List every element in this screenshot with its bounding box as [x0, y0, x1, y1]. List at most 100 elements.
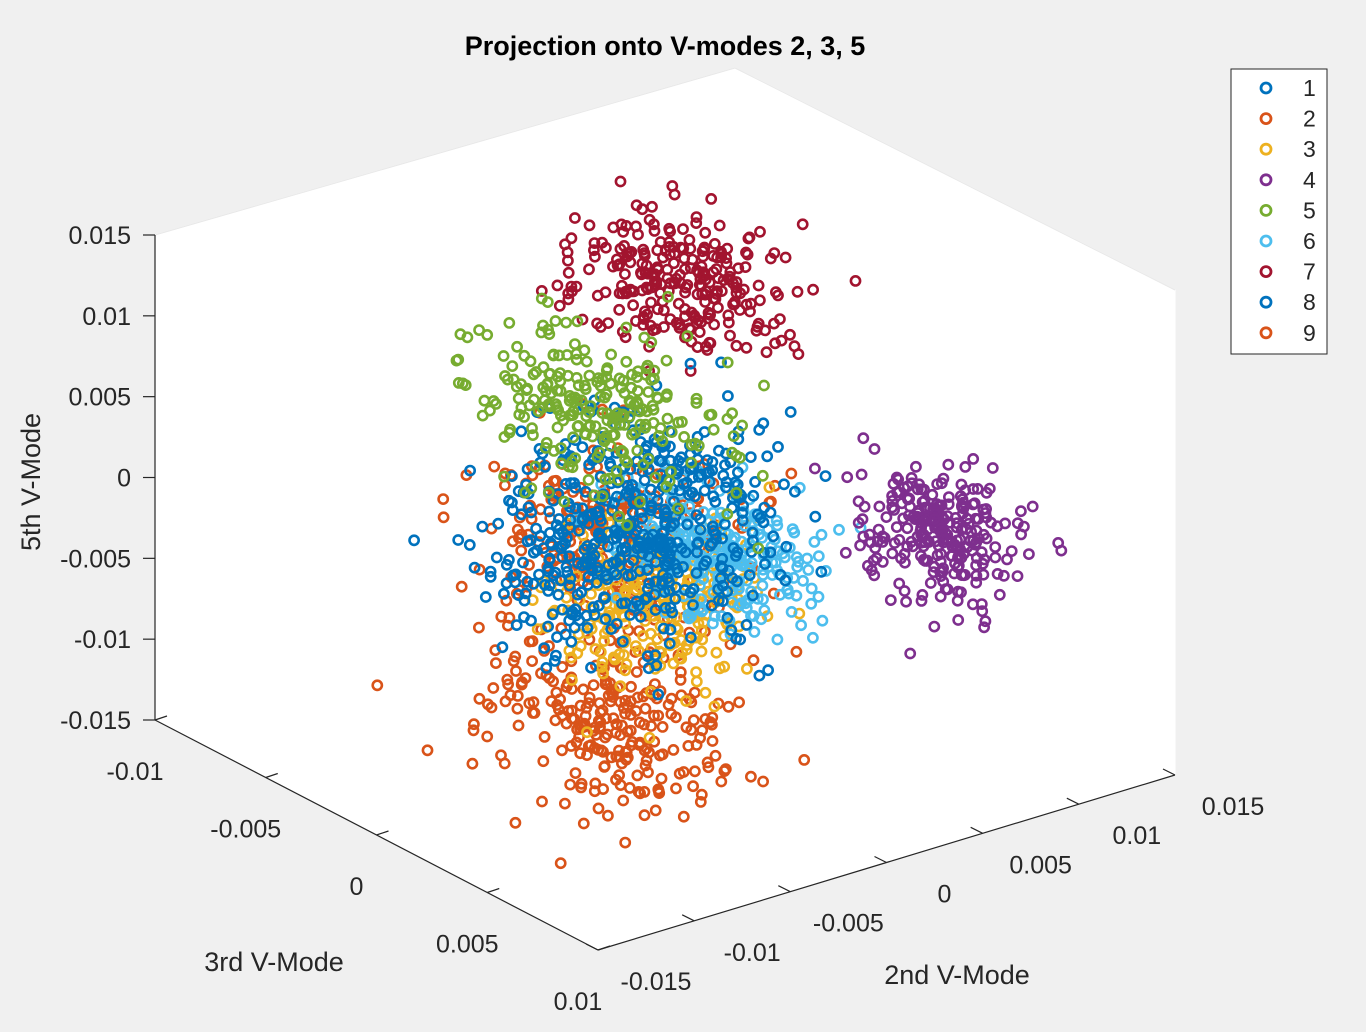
data-point [574, 747, 587, 760]
data-point [721, 612, 734, 624]
legend-item-9[interactable]: 9 [1259, 320, 1316, 346]
data-point [566, 409, 579, 421]
legend-item-7[interactable]: 7 [1259, 259, 1316, 285]
data-point [543, 505, 556, 518]
x-tick-mark [874, 855, 887, 864]
data-point [785, 467, 798, 480]
series-7-points [535, 175, 862, 377]
data-point [466, 757, 479, 770]
data-point [740, 619, 753, 631]
data-point [562, 287, 575, 300]
data-point [664, 601, 677, 614]
legend-item-2[interactable]: 2 [1259, 106, 1316, 132]
data-point [734, 287, 747, 300]
data-point [901, 480, 914, 493]
legend-marker [1259, 203, 1273, 217]
data-point [754, 225, 766, 238]
legend-item-8[interactable]: 8 [1259, 289, 1316, 315]
data-point [651, 633, 664, 645]
data-point [643, 538, 656, 551]
data-point [904, 647, 917, 660]
data-point [690, 211, 703, 223]
data-point [767, 587, 780, 600]
data-point [950, 541, 962, 554]
data-point [537, 361, 550, 374]
data-point [578, 379, 591, 392]
data-point [635, 268, 648, 281]
data-point [736, 507, 749, 519]
data-point [672, 502, 684, 515]
data-point [728, 599, 741, 611]
data-point [944, 516, 956, 529]
data-point [646, 399, 659, 412]
data-point [664, 225, 676, 238]
data-point [631, 769, 644, 782]
data-point [555, 574, 568, 587]
legend-item-4[interactable]: 4 [1259, 167, 1316, 193]
data-point [683, 612, 695, 625]
data-point [732, 466, 744, 479]
data-point [544, 367, 557, 380]
data-point [664, 536, 676, 549]
legend[interactable]: 1 2 3 4 5 6 7 8 9 [1230, 68, 1328, 355]
data-point [720, 447, 732, 460]
data-point [569, 338, 581, 350]
data-point [873, 500, 886, 513]
data-point [576, 313, 589, 326]
data-point [518, 349, 531, 362]
data-point [691, 538, 704, 550]
legend-item-3[interactable]: 3 [1259, 136, 1316, 162]
data-point [815, 565, 828, 578]
data-point [592, 579, 605, 592]
data-point [880, 511, 893, 523]
data-point [593, 722, 606, 735]
data-point [989, 541, 1002, 553]
data-point [565, 232, 578, 245]
data-point [741, 662, 753, 675]
data-point [549, 714, 562, 727]
data-point [620, 219, 633, 232]
data-point [977, 568, 990, 581]
data-point [507, 373, 520, 386]
data-point [506, 504, 519, 516]
data-point [684, 357, 697, 370]
data-point [677, 223, 689, 235]
data-point [876, 536, 889, 548]
data-point [690, 217, 703, 229]
data-point [703, 409, 716, 421]
data-point [566, 674, 578, 686]
legend-item-5[interactable]: 5 [1259, 197, 1316, 223]
data-point [547, 348, 560, 361]
data-point [527, 368, 540, 381]
data-point [617, 225, 630, 238]
data-point [606, 504, 618, 517]
data-point [510, 619, 523, 631]
data-point [633, 405, 646, 418]
data-point [662, 698, 675, 711]
data-point [685, 631, 697, 644]
data-point [898, 585, 911, 597]
data-point [955, 551, 968, 564]
data-point [669, 593, 682, 605]
data-point [601, 573, 614, 586]
data-point [577, 683, 590, 696]
data-point [695, 788, 708, 801]
data-point [641, 283, 654, 295]
legend-item-6[interactable]: 6 [1259, 228, 1316, 254]
data-point [605, 348, 617, 361]
data-point [752, 317, 765, 330]
data-point [636, 465, 649, 478]
data-point [668, 257, 680, 270]
data-point [577, 817, 590, 830]
data-point [722, 700, 735, 713]
data-point [819, 470, 832, 482]
legend-item-1[interactable]: 1 [1259, 75, 1316, 101]
data-point [645, 296, 657, 309]
data-point [578, 543, 591, 556]
data-point [986, 462, 999, 474]
data-point [1011, 570, 1024, 582]
data-point [648, 709, 660, 722]
data-point [784, 328, 796, 341]
data-point [747, 489, 760, 502]
data-point [558, 495, 571, 508]
